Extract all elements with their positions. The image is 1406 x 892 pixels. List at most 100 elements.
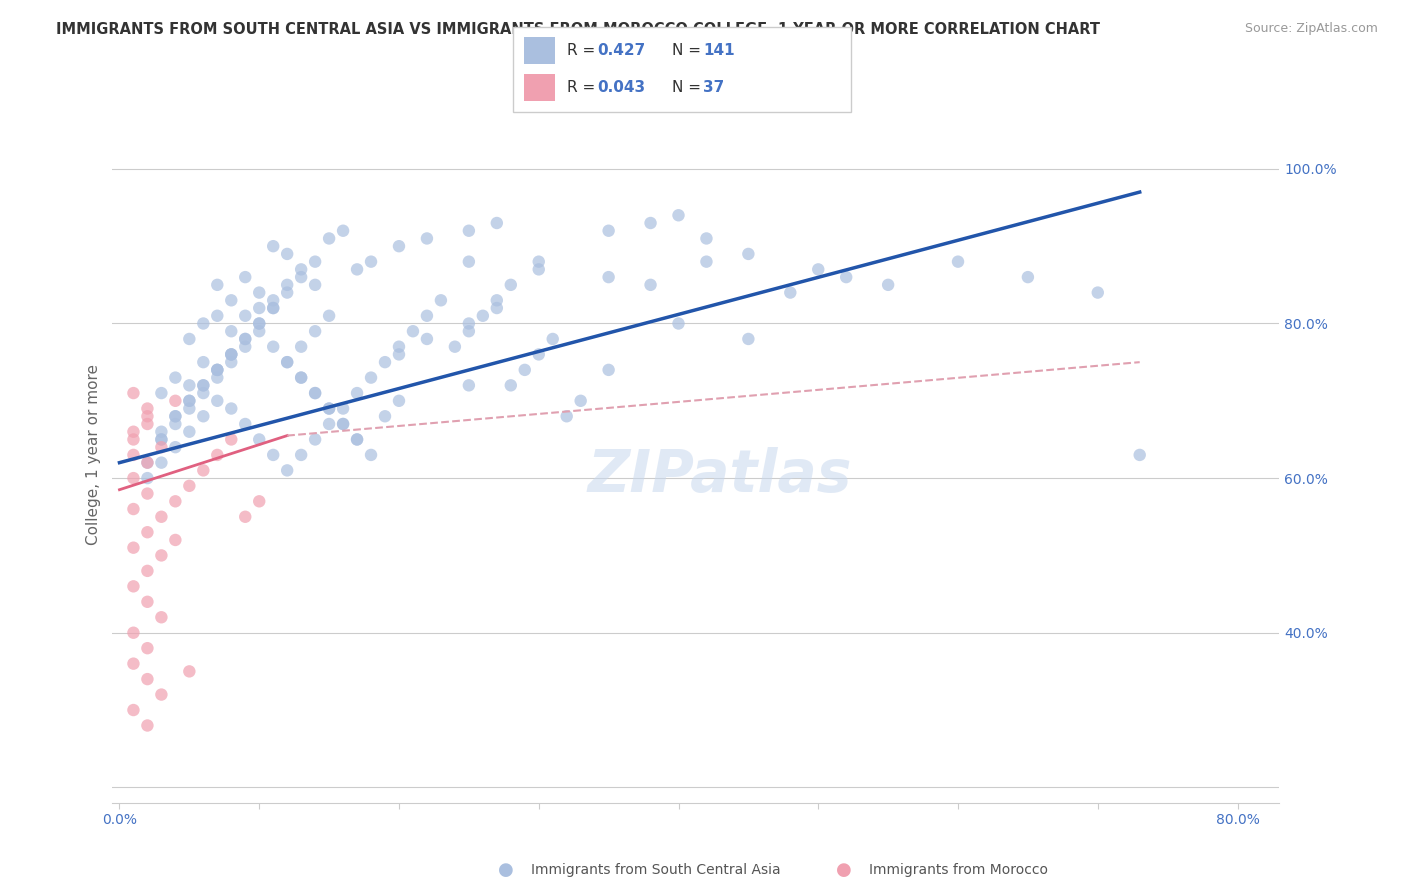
Point <box>598 363 620 377</box>
Point <box>122 386 145 401</box>
Point <box>527 262 550 277</box>
Point <box>219 347 242 361</box>
Text: Immigrants from Morocco: Immigrants from Morocco <box>869 863 1047 877</box>
Point <box>247 324 270 338</box>
Point <box>207 393 229 408</box>
Point <box>695 231 717 245</box>
Point <box>598 270 620 285</box>
Text: 0.427: 0.427 <box>598 44 645 58</box>
Point <box>807 262 830 277</box>
Point <box>318 417 340 431</box>
Point <box>555 409 578 424</box>
Point <box>499 378 522 392</box>
Point <box>179 425 201 439</box>
Point <box>304 386 326 401</box>
Point <box>360 448 382 462</box>
Point <box>122 448 145 462</box>
Point <box>122 425 145 439</box>
Point <box>247 494 270 508</box>
Point <box>513 363 536 377</box>
Point <box>318 401 340 416</box>
Point <box>388 347 411 361</box>
Point <box>290 270 312 285</box>
Point <box>332 417 354 431</box>
Point <box>219 347 242 361</box>
Point <box>122 703 145 717</box>
Point <box>150 509 173 524</box>
Point <box>150 433 173 447</box>
Point <box>150 440 173 454</box>
Point <box>233 270 256 285</box>
Point <box>150 610 173 624</box>
Point <box>165 533 187 547</box>
Point <box>835 270 858 285</box>
Point <box>247 285 270 300</box>
Point <box>247 317 270 331</box>
Point <box>136 486 159 500</box>
Point <box>193 386 215 401</box>
Point <box>471 309 494 323</box>
Point <box>569 393 592 408</box>
Point <box>136 641 159 656</box>
Point <box>457 324 479 338</box>
Point <box>179 393 201 408</box>
Point <box>1129 448 1152 462</box>
Point <box>877 277 900 292</box>
Point <box>290 370 312 384</box>
Point <box>233 417 256 431</box>
Text: N =: N = <box>672 80 706 95</box>
Point <box>136 409 159 424</box>
Text: 37: 37 <box>703 80 724 95</box>
Point <box>122 502 145 516</box>
Point <box>346 386 368 401</box>
Point <box>122 657 145 671</box>
Point <box>276 355 298 369</box>
Text: Source: ZipAtlas.com: Source: ZipAtlas.com <box>1244 22 1378 36</box>
Point <box>165 409 187 424</box>
Point <box>1087 285 1109 300</box>
Point <box>276 463 298 477</box>
Point <box>165 417 187 431</box>
Point <box>179 479 201 493</box>
Point <box>444 340 467 354</box>
Point <box>346 433 368 447</box>
Point <box>346 262 368 277</box>
Point <box>640 216 662 230</box>
Point <box>165 440 187 454</box>
Text: ●: ● <box>835 861 852 879</box>
Point <box>402 324 425 338</box>
Point <box>276 277 298 292</box>
Point <box>136 471 159 485</box>
Point <box>527 254 550 268</box>
Point <box>193 409 215 424</box>
Point <box>737 247 759 261</box>
Point <box>233 332 256 346</box>
Point <box>262 301 284 315</box>
Point <box>122 433 145 447</box>
Point <box>541 332 564 346</box>
Point <box>499 277 522 292</box>
Point <box>457 254 479 268</box>
Point <box>179 401 201 416</box>
Point <box>416 309 439 323</box>
Point <box>457 317 479 331</box>
Point <box>193 378 215 392</box>
Point <box>416 231 439 245</box>
Point <box>136 564 159 578</box>
Text: R =: R = <box>567 80 600 95</box>
Point <box>219 347 242 361</box>
Point <box>150 425 173 439</box>
Point <box>360 370 382 384</box>
Point <box>290 262 312 277</box>
Point <box>374 409 396 424</box>
Point <box>262 301 284 315</box>
Point <box>290 448 312 462</box>
Point <box>150 433 173 447</box>
Point <box>457 378 479 392</box>
Point <box>290 370 312 384</box>
Point <box>527 347 550 361</box>
Text: 141: 141 <box>703 44 734 58</box>
Point <box>318 309 340 323</box>
Point <box>262 239 284 253</box>
Point <box>207 363 229 377</box>
